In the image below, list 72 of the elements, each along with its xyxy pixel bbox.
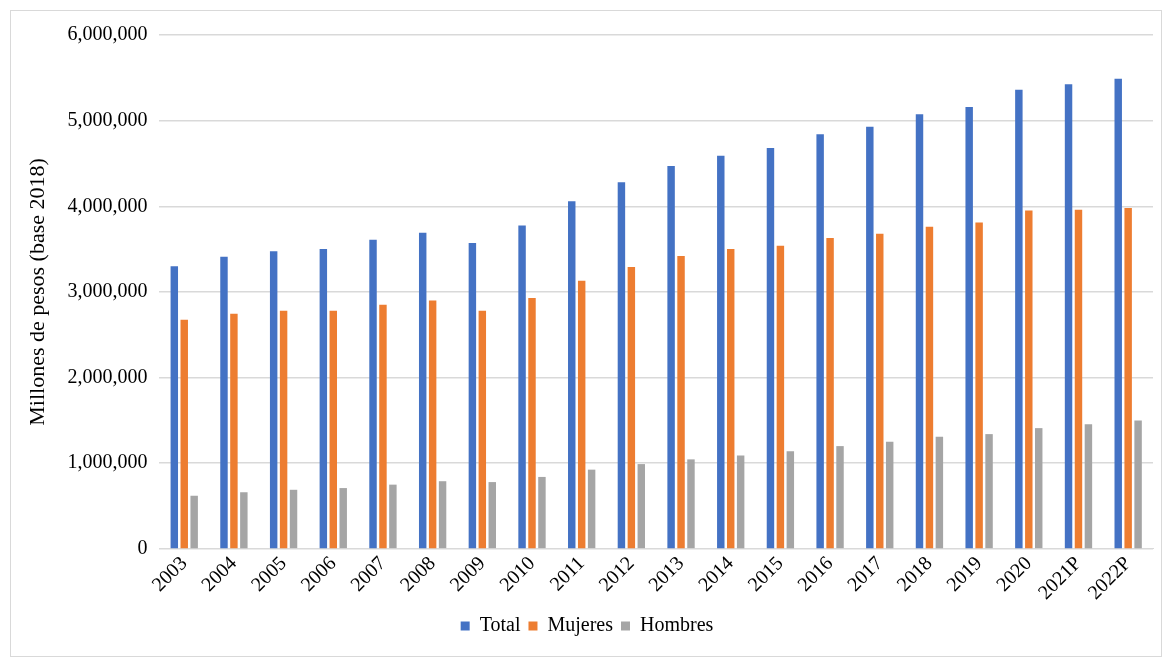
bar [418, 232, 427, 549]
bar [677, 255, 685, 549]
bar [935, 436, 944, 549]
bar [279, 310, 288, 549]
bar [816, 134, 824, 549]
bar [269, 251, 278, 549]
bar [389, 484, 397, 549]
bar [617, 182, 626, 549]
bar [1114, 78, 1122, 549]
bar [826, 237, 834, 549]
bar [170, 266, 179, 549]
bar [876, 233, 884, 549]
bar [766, 148, 775, 549]
y-tick-label: 4,000,000 [67, 193, 148, 216]
bar [230, 313, 238, 549]
bar [1124, 208, 1132, 549]
bar [1084, 424, 1093, 549]
bar [985, 434, 993, 549]
bar [180, 319, 188, 549]
bar [915, 114, 924, 549]
bar [428, 300, 437, 549]
y-tick-label: 3,000,000 [67, 279, 148, 302]
bar [240, 492, 248, 549]
bar [329, 310, 338, 549]
y-tick-label: 6,000,000 [67, 22, 148, 45]
bar [776, 245, 785, 549]
bar [438, 481, 447, 549]
bar [637, 464, 646, 549]
bar [717, 155, 725, 549]
y-axis-title: Millones de pesos (base 2018) [23, 158, 49, 426]
bar [587, 469, 596, 549]
bar [1015, 89, 1023, 549]
bar [965, 106, 973, 549]
bar [866, 126, 874, 549]
bar [885, 441, 894, 549]
bar [726, 249, 735, 549]
bar [339, 488, 347, 549]
legend-label: Hombres [640, 613, 714, 636]
bar [836, 446, 844, 549]
bar [1134, 420, 1142, 549]
bar [190, 495, 198, 549]
bar [627, 267, 636, 549]
legend-label: Total [479, 613, 521, 636]
bar [568, 201, 576, 549]
bar [488, 482, 496, 549]
bar [379, 304, 387, 549]
bar [925, 226, 934, 549]
bar [538, 476, 546, 549]
bar [1074, 209, 1083, 549]
y-tick-label: 0 [137, 536, 148, 559]
bar [468, 243, 477, 549]
bar [1064, 84, 1073, 549]
bar [1035, 428, 1043, 549]
bar [289, 489, 298, 549]
y-tick-label: 5,000,000 [67, 107, 148, 130]
bar [319, 249, 328, 549]
bar [478, 310, 487, 549]
bar [369, 239, 377, 549]
bar [577, 280, 586, 549]
bar [220, 256, 228, 549]
y-tick-label: 1,000,000 [67, 450, 148, 473]
bar [736, 455, 745, 549]
bar [975, 222, 983, 549]
x-tick-label: 2011 [544, 551, 589, 595]
bar [667, 166, 675, 549]
bar [687, 459, 695, 549]
y-tick-label: 2,000,000 [67, 364, 148, 387]
legend-label: Mujeres [547, 613, 614, 637]
bar [1025, 210, 1033, 549]
bar [518, 225, 526, 549]
bar [528, 297, 536, 549]
bar [786, 451, 795, 549]
